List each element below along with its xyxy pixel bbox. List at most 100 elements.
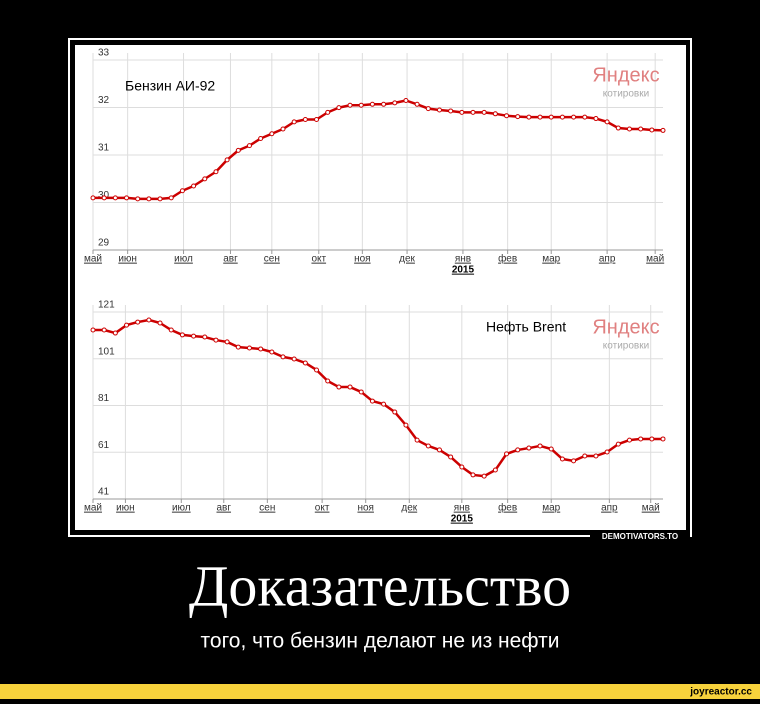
data-point [526,445,532,451]
data-point [314,367,320,373]
data-point [425,443,431,449]
data-point [504,451,510,457]
data-point [191,183,197,189]
data-point [202,176,208,182]
data-point [246,143,252,149]
data-point [571,458,577,464]
y-tick-label: 61 [98,440,110,451]
x-tick-label: июн [118,254,137,265]
data-point [481,109,487,115]
data-point [369,101,375,107]
data-point [537,114,543,120]
data-point [638,436,644,442]
x-tick-label: июл [172,503,191,514]
data-point [593,453,599,459]
data-point [571,114,577,120]
data-point [381,101,387,107]
data-point [90,327,96,333]
data-point [369,398,375,404]
x-tick-label: май [84,503,102,514]
data-point [124,322,130,328]
x-tick-label: сен [259,503,275,514]
data-point [504,113,510,119]
y-tick-label: 29 [98,238,110,249]
data-point [593,116,599,122]
x-tick-label: авг [216,503,231,514]
data-point [358,389,364,395]
data-point [124,195,130,201]
data-point [615,441,621,447]
data-point [258,346,264,352]
x-tick-label: мар [542,254,560,265]
x-tick-label: янв [454,503,470,514]
data-point [246,345,252,351]
data-point [101,195,107,201]
data-point [258,136,264,141]
source-logo: Яндекс [592,316,659,338]
year-label: 2015 [451,514,474,525]
data-point [168,327,174,333]
x-tick-label: апр [601,503,618,514]
data-point [146,317,152,323]
data-point [336,105,342,111]
data-point [448,108,454,114]
data-point [135,196,141,202]
data-point [582,453,588,459]
x-tick-label: май [646,254,664,265]
source-sub: котировки [603,89,649,100]
data-point [302,360,308,366]
data-point [291,119,297,125]
data-point [604,119,610,125]
x-tick-label: июл [174,254,193,265]
data-point [235,147,241,153]
data-point [392,409,398,415]
data-point [459,464,465,470]
x-tick-label: дек [401,503,417,514]
data-point [179,188,185,194]
x-tick-label: ноя [357,503,374,514]
data-point [112,195,118,201]
x-tick-label: окт [311,254,326,265]
data-point [157,320,163,326]
poster-caption: того, что бензин делают не из нефти [201,630,560,653]
source-sub: котировки [603,341,649,352]
data-point [291,356,297,362]
chart-title: Нефть Brent [486,319,566,335]
data-point [492,467,498,473]
data-point [101,327,107,333]
data-point [470,472,476,478]
watermark-bg [590,531,690,542]
data-point [325,109,331,115]
data-point [649,436,655,442]
data-point [302,117,308,122]
data-point [559,114,565,120]
data-point [559,456,565,462]
data-point [112,330,118,336]
data-point [347,102,353,108]
source-logo: Яндекс [592,64,659,86]
data-point [615,125,621,131]
data-point [448,454,454,460]
y-tick-label: 121 [98,300,115,311]
data-point [626,126,632,132]
x-tick-label: дек [399,254,415,265]
x-tick-label: ноя [354,254,371,265]
data-point [582,114,588,120]
x-tick-label: май [642,503,660,514]
data-point [336,384,342,390]
x-tick-label: сен [264,254,280,265]
data-point [515,447,521,453]
data-point [548,114,554,120]
data-point [492,111,498,117]
data-point [537,443,543,449]
data-point [638,126,644,132]
data-point [548,446,554,452]
data-point [526,114,532,120]
y-tick-label: 81 [98,393,110,404]
data-point [168,195,174,201]
data-point [403,98,409,103]
x-tick-label: май [84,254,102,265]
x-tick-label: фев [498,502,517,514]
y-tick-label: 32 [98,95,110,106]
image-area [75,45,686,530]
